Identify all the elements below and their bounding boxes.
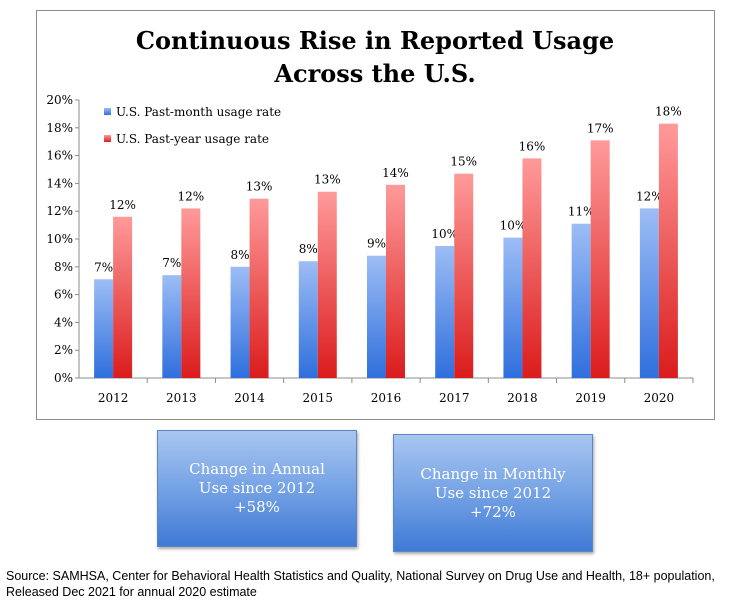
data-label: 10% xyxy=(500,219,527,233)
data-label: 10% xyxy=(431,227,458,241)
x-tick-label: 2014 xyxy=(234,391,265,405)
x-tick-label: 2017 xyxy=(439,391,470,405)
x-tick-label: 2015 xyxy=(303,391,334,405)
data-label: 17% xyxy=(587,121,614,135)
bar-past-year xyxy=(181,208,201,378)
bar-past-year xyxy=(454,173,474,378)
bar-past-year xyxy=(386,184,405,378)
y-tick-label: 12% xyxy=(46,204,73,218)
data-label: 12% xyxy=(177,189,204,203)
bar-past-year xyxy=(522,158,542,378)
y-tick-label: 4% xyxy=(54,315,73,329)
legend-swatch-past-year xyxy=(104,135,111,142)
bar-past-year xyxy=(590,140,610,378)
callout-monthly-change: Change in Monthly Use since 2012 +72% xyxy=(393,434,593,552)
legend-label-past-year: U.S. Past-year usage rate xyxy=(116,132,269,146)
data-label: 8% xyxy=(299,242,318,256)
bar-past-month xyxy=(298,261,318,378)
y-tick-label: 14% xyxy=(46,176,73,190)
bar-past-month xyxy=(639,208,659,378)
chart-frame: Continuous Rise in Reported Usage Across… xyxy=(36,10,715,420)
callout-annual-line2: Use since 2012 xyxy=(198,479,316,497)
y-tick-label: 18% xyxy=(46,121,73,135)
bar-past-month xyxy=(571,223,591,378)
y-tick-label: 8% xyxy=(54,260,73,274)
source-note: Source: SAMHSA, Center for Behavioral He… xyxy=(6,569,715,599)
plot-area: 0% 2% 4% 6% 8% 10% 12% 14% 16% 18% 20% 2012 7% 12% 201… xyxy=(46,93,694,405)
chart-title-line2: Across the U.S. xyxy=(273,59,475,88)
bar-past-year xyxy=(113,216,133,378)
x-tick-label: 2016 xyxy=(371,391,402,405)
callout-monthly-line1: Change in Monthly xyxy=(420,464,566,483)
bar-chart: Continuous Rise in Reported Usage Across… xyxy=(46,26,694,405)
x-tick-label: 2019 xyxy=(575,391,606,405)
chart-title-line1: Continuous Rise in Reported Usage xyxy=(136,26,614,55)
data-label: 12% xyxy=(109,198,136,212)
bar-past-year xyxy=(658,123,678,378)
data-label: 15% xyxy=(450,155,477,169)
data-label: 11% xyxy=(568,205,595,219)
y-tick-label: 6% xyxy=(54,288,73,302)
callout-monthly-line2: Use since 2012 xyxy=(434,483,552,502)
data-label: 7% xyxy=(162,256,181,270)
data-label: 13% xyxy=(314,173,341,187)
bar-past-year xyxy=(249,198,269,378)
callout-annual-change: Change in Annual Use since 2012 +58% xyxy=(157,430,357,547)
legend: U.S. Past-month usage rate U.S. Past-yea… xyxy=(104,105,281,146)
bar-past-month xyxy=(435,245,455,378)
data-label: 12% xyxy=(636,189,663,203)
bar-past-month xyxy=(367,255,386,378)
legend-swatch-past-month xyxy=(104,108,111,115)
bar-past-month xyxy=(94,279,114,378)
x-tick-label: 2012 xyxy=(98,391,129,405)
data-label: 13% xyxy=(246,180,273,194)
data-label: 16% xyxy=(519,139,546,153)
bar-past-month xyxy=(503,237,523,378)
callout-monthly-value: +72% xyxy=(470,502,516,521)
bar-past-year xyxy=(317,191,337,378)
bar-past-month xyxy=(230,266,250,378)
x-tick-label: 2020 xyxy=(644,391,675,405)
x-tick-label: 2018 xyxy=(507,391,538,405)
y-tick-label: 2% xyxy=(54,343,73,357)
y-tick-label: 0% xyxy=(54,371,73,385)
callout-annual-value: +58% xyxy=(234,498,280,516)
legend-label-past-month: U.S. Past-month usage rate xyxy=(116,105,281,119)
data-label: 18% xyxy=(655,105,682,119)
y-tick-label: 16% xyxy=(46,149,73,163)
y-tick-label: 10% xyxy=(46,232,73,246)
bar-past-month xyxy=(162,275,182,378)
data-label: 7% xyxy=(94,260,113,274)
data-label: 14% xyxy=(382,166,409,180)
data-label: 8% xyxy=(231,248,250,262)
callout-annual-line1: Change in Annual xyxy=(189,460,325,478)
x-tick-label: 2013 xyxy=(166,391,197,405)
y-tick-label: 20% xyxy=(46,93,73,107)
data-label: 9% xyxy=(367,237,386,251)
